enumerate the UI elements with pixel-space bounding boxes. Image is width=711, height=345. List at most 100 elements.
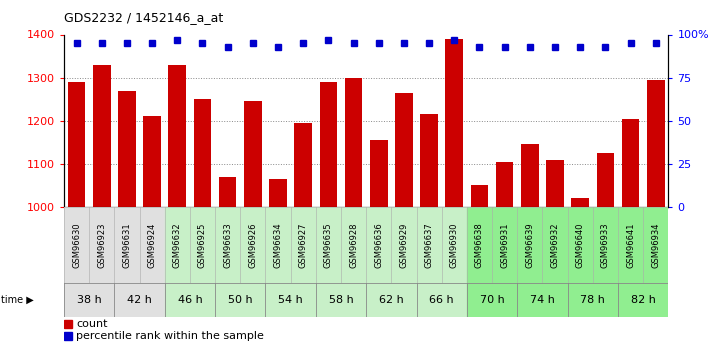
Text: count: count — [76, 319, 107, 329]
Text: 66 h: 66 h — [429, 295, 454, 305]
Bar — [64, 283, 114, 317]
Bar — [68, 82, 85, 207]
Text: GSM96639: GSM96639 — [525, 222, 535, 268]
Bar — [345, 78, 363, 207]
Bar — [291, 207, 316, 283]
Bar — [319, 82, 337, 207]
Text: 46 h: 46 h — [178, 295, 202, 305]
Bar — [417, 207, 442, 283]
Bar — [621, 119, 639, 207]
Bar — [567, 207, 593, 283]
Bar — [643, 207, 668, 283]
Text: 58 h: 58 h — [328, 295, 353, 305]
Text: GSM96931: GSM96931 — [500, 222, 509, 268]
Bar — [647, 80, 665, 207]
Text: 74 h: 74 h — [530, 295, 555, 305]
Text: percentile rank within the sample: percentile rank within the sample — [76, 331, 264, 341]
Text: GSM96638: GSM96638 — [475, 222, 484, 268]
Text: 42 h: 42 h — [127, 295, 152, 305]
Text: GSM96926: GSM96926 — [248, 222, 257, 268]
Text: GSM96925: GSM96925 — [198, 222, 207, 268]
Bar — [265, 283, 316, 317]
Text: GSM96632: GSM96632 — [173, 222, 182, 268]
Bar — [219, 177, 237, 207]
Bar — [517, 207, 542, 283]
Text: GSM96930: GSM96930 — [450, 222, 459, 268]
Bar — [93, 65, 111, 207]
Bar — [567, 283, 618, 317]
Bar — [114, 207, 139, 283]
Bar — [618, 207, 643, 283]
Bar — [391, 207, 417, 283]
Bar — [420, 114, 438, 207]
Bar — [316, 207, 341, 283]
Bar — [597, 153, 614, 207]
Bar — [593, 207, 618, 283]
Bar — [64, 332, 72, 340]
Text: GSM96928: GSM96928 — [349, 222, 358, 268]
Bar — [215, 283, 265, 317]
Text: GSM96640: GSM96640 — [576, 222, 584, 268]
Bar — [269, 179, 287, 207]
Bar — [165, 283, 215, 317]
Bar — [144, 117, 161, 207]
Text: 78 h: 78 h — [580, 295, 605, 305]
Text: GSM96927: GSM96927 — [299, 222, 308, 268]
Bar — [542, 207, 567, 283]
Bar — [265, 207, 291, 283]
Bar — [165, 207, 190, 283]
Text: GSM96634: GSM96634 — [274, 222, 282, 268]
Bar — [395, 93, 413, 207]
Bar — [517, 283, 567, 317]
Bar — [442, 207, 467, 283]
Bar — [341, 207, 366, 283]
Bar — [366, 283, 417, 317]
Text: GSM96636: GSM96636 — [374, 222, 383, 268]
Text: 62 h: 62 h — [379, 295, 404, 305]
Text: GSM96630: GSM96630 — [72, 222, 81, 268]
Text: GSM96641: GSM96641 — [626, 222, 635, 268]
Bar — [417, 283, 467, 317]
Text: time ▶: time ▶ — [1, 295, 34, 305]
Bar — [114, 283, 165, 317]
Text: 82 h: 82 h — [631, 295, 656, 305]
Bar — [316, 283, 366, 317]
Bar — [471, 186, 488, 207]
Bar — [618, 283, 668, 317]
Text: GSM96923: GSM96923 — [97, 222, 106, 268]
Bar — [467, 283, 517, 317]
Bar — [467, 207, 492, 283]
Bar — [521, 145, 539, 207]
Bar — [370, 140, 387, 207]
Bar — [366, 207, 391, 283]
Bar — [89, 207, 114, 283]
Bar — [64, 207, 89, 283]
Bar — [139, 207, 165, 283]
Text: GSM96932: GSM96932 — [550, 222, 560, 268]
Text: GSM96633: GSM96633 — [223, 222, 232, 268]
Bar — [244, 101, 262, 207]
Text: GSM96929: GSM96929 — [400, 222, 408, 268]
Text: GDS2232 / 1452146_a_at: GDS2232 / 1452146_a_at — [64, 11, 223, 24]
Bar — [492, 207, 517, 283]
Text: GSM96637: GSM96637 — [424, 222, 434, 268]
Bar — [546, 159, 564, 207]
Bar — [572, 198, 589, 207]
Text: GSM96934: GSM96934 — [651, 222, 661, 268]
Bar — [446, 39, 463, 207]
Text: 50 h: 50 h — [228, 295, 252, 305]
Bar — [294, 123, 312, 207]
Text: 38 h: 38 h — [77, 295, 102, 305]
Bar — [169, 65, 186, 207]
Bar — [190, 207, 215, 283]
Text: GSM96924: GSM96924 — [148, 222, 156, 268]
Text: GSM96933: GSM96933 — [601, 222, 610, 268]
Bar — [240, 207, 265, 283]
Text: 70 h: 70 h — [480, 295, 504, 305]
Text: GSM96635: GSM96635 — [324, 222, 333, 268]
Text: GSM96631: GSM96631 — [122, 222, 132, 268]
Bar — [193, 99, 211, 207]
Bar — [64, 320, 72, 328]
Bar — [118, 90, 136, 207]
Bar — [215, 207, 240, 283]
